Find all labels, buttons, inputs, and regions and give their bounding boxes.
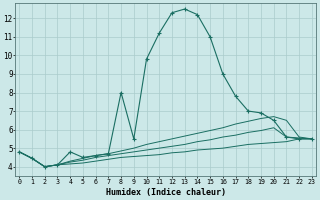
- X-axis label: Humidex (Indice chaleur): Humidex (Indice chaleur): [106, 188, 226, 197]
